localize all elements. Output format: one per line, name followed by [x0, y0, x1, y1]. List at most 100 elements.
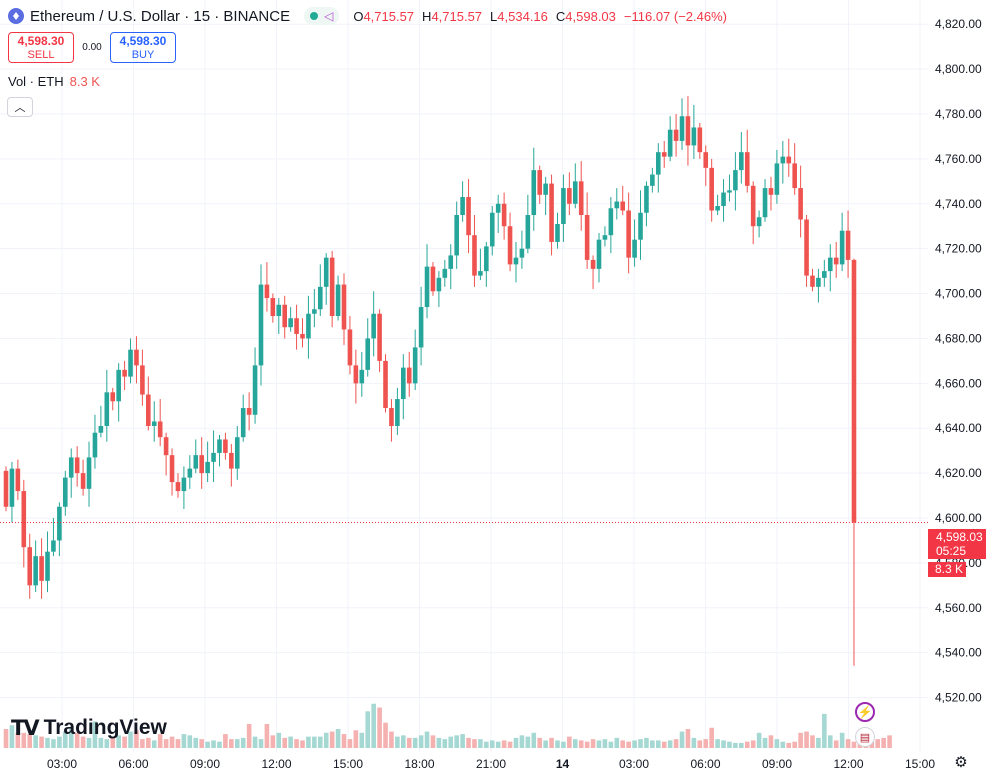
- candle: [128, 338, 133, 384]
- tradingview-logo[interactable]: TV TradingView: [11, 716, 167, 740]
- lightning-event-icon[interactable]: ⚡: [855, 702, 875, 722]
- open-value: 4,715.57: [363, 8, 415, 24]
- candle: [80, 459, 86, 496]
- volume-bar: [211, 740, 216, 748]
- volume-bar: [418, 735, 424, 748]
- volume-bar: [721, 740, 726, 748]
- buy-button[interactable]: 4,598.30 BUY: [110, 32, 176, 63]
- volume-bar: [501, 740, 507, 748]
- candle: [341, 273, 347, 346]
- candle: [602, 226, 608, 247]
- candle: [792, 143, 797, 195]
- market-status[interactable]: ◁: [304, 7, 340, 25]
- market-open-icon: [310, 12, 319, 20]
- candle: [501, 192, 507, 240]
- candle: [383, 354, 388, 413]
- volume-bar: [300, 740, 305, 748]
- candle: [98, 405, 104, 438]
- volume-bar: [685, 729, 691, 748]
- volume-bar: [543, 740, 548, 748]
- candle: [395, 387, 400, 435]
- candle: [157, 399, 163, 447]
- volume-bar: [525, 736, 531, 748]
- volume-bar: [774, 739, 780, 748]
- candle: [780, 140, 786, 184]
- volume-bar: [246, 723, 252, 748]
- candle: [442, 259, 448, 287]
- candle: [193, 439, 199, 474]
- candle: [519, 230, 525, 269]
- volume-bar: [816, 737, 821, 748]
- last-volume-label: 8.3 K: [928, 562, 966, 577]
- volume-bar: [709, 727, 714, 748]
- symbol-title[interactable]: Ethereum / U.S. Dollar · 15 · BINANCE: [30, 7, 291, 25]
- candle: [110, 387, 116, 411]
- volume-bar: [365, 711, 371, 748]
- time-tick-label: 15:00: [905, 757, 935, 771]
- sell-button[interactable]: 4,598.30 SELL: [8, 32, 74, 63]
- volume-bar: [288, 736, 293, 748]
- volume-bar: [181, 734, 187, 748]
- time-axis[interactable]: 03:00 06:00 09:00 12:00 15:00 18:00 21:00 14 03:…: [47, 757, 935, 771]
- collapse-legend-button[interactable]: ︿: [7, 97, 33, 117]
- volume-bar: [727, 741, 732, 748]
- volume-bar: [68, 729, 74, 748]
- candle: [199, 437, 204, 489]
- time-tick-label: 03:00: [47, 757, 77, 771]
- chevron-up-icon: ︿: [14, 102, 26, 114]
- volume-bar: [157, 734, 163, 748]
- candle: [851, 258, 857, 666]
- volume-bar: [193, 737, 199, 748]
- volume-bar: [875, 739, 881, 748]
- candle: [786, 138, 792, 177]
- us-flag-icon[interactable]: ▤: [855, 727, 875, 747]
- volume-bar: [596, 740, 602, 748]
- gear-icon[interactable]: ⚙: [954, 754, 968, 771]
- candle: [418, 286, 424, 366]
- volume-bar: [163, 739, 169, 748]
- volume-bar: [798, 732, 803, 748]
- volume-legend[interactable]: Vol · ETH 8.3 K: [8, 74, 100, 89]
- volume-bar: [9, 725, 15, 748]
- volume-bar: [146, 737, 151, 748]
- candle: [567, 172, 572, 215]
- candle: [679, 98, 685, 150]
- volume-bar: [401, 735, 406, 748]
- volume-bar: [341, 734, 347, 748]
- candle: [525, 194, 531, 254]
- candle: [584, 192, 590, 269]
- volume-bar: [638, 739, 643, 748]
- volume-bar: [187, 735, 193, 748]
- volume-bar: [845, 739, 851, 748]
- candle: [412, 329, 418, 391]
- candle: [484, 241, 489, 287]
- symbol-header: Ethereum / U.S. Dollar · 15 · BINANCE ◁ …: [8, 5, 727, 27]
- volume-bar: [359, 732, 365, 748]
- candle: [650, 167, 655, 193]
- candle: [229, 443, 234, 487]
- close-value: 4,598.03: [565, 8, 616, 24]
- volume-bar: [140, 739, 145, 748]
- ohlc-legend: O4,715.57 H4,715.57 L4,534.16 C4,598.03 …: [353, 8, 728, 24]
- candle: [590, 255, 596, 290]
- candle: [555, 212, 560, 249]
- volume-bar: [98, 737, 104, 748]
- volume-bar: [199, 739, 204, 748]
- volume-bar: [371, 703, 376, 748]
- candle: [845, 210, 851, 278]
- candle: [187, 455, 193, 489]
- candle: [709, 158, 714, 222]
- candlestick-series: [3, 96, 857, 666]
- volume-bar: [80, 736, 86, 748]
- high-value: 4,715.57: [431, 8, 483, 24]
- volume-bar: [768, 735, 774, 748]
- candle: [312, 289, 317, 328]
- candle: [472, 215, 477, 287]
- price-axis[interactable]: 4,520.004,540.004,560.004,580.004,600.00…: [935, 17, 982, 704]
- volume-bar: [513, 737, 519, 748]
- candle: [733, 152, 738, 211]
- volume-bar: [389, 731, 394, 748]
- volume-bar: [703, 739, 709, 748]
- candle: [691, 105, 697, 159]
